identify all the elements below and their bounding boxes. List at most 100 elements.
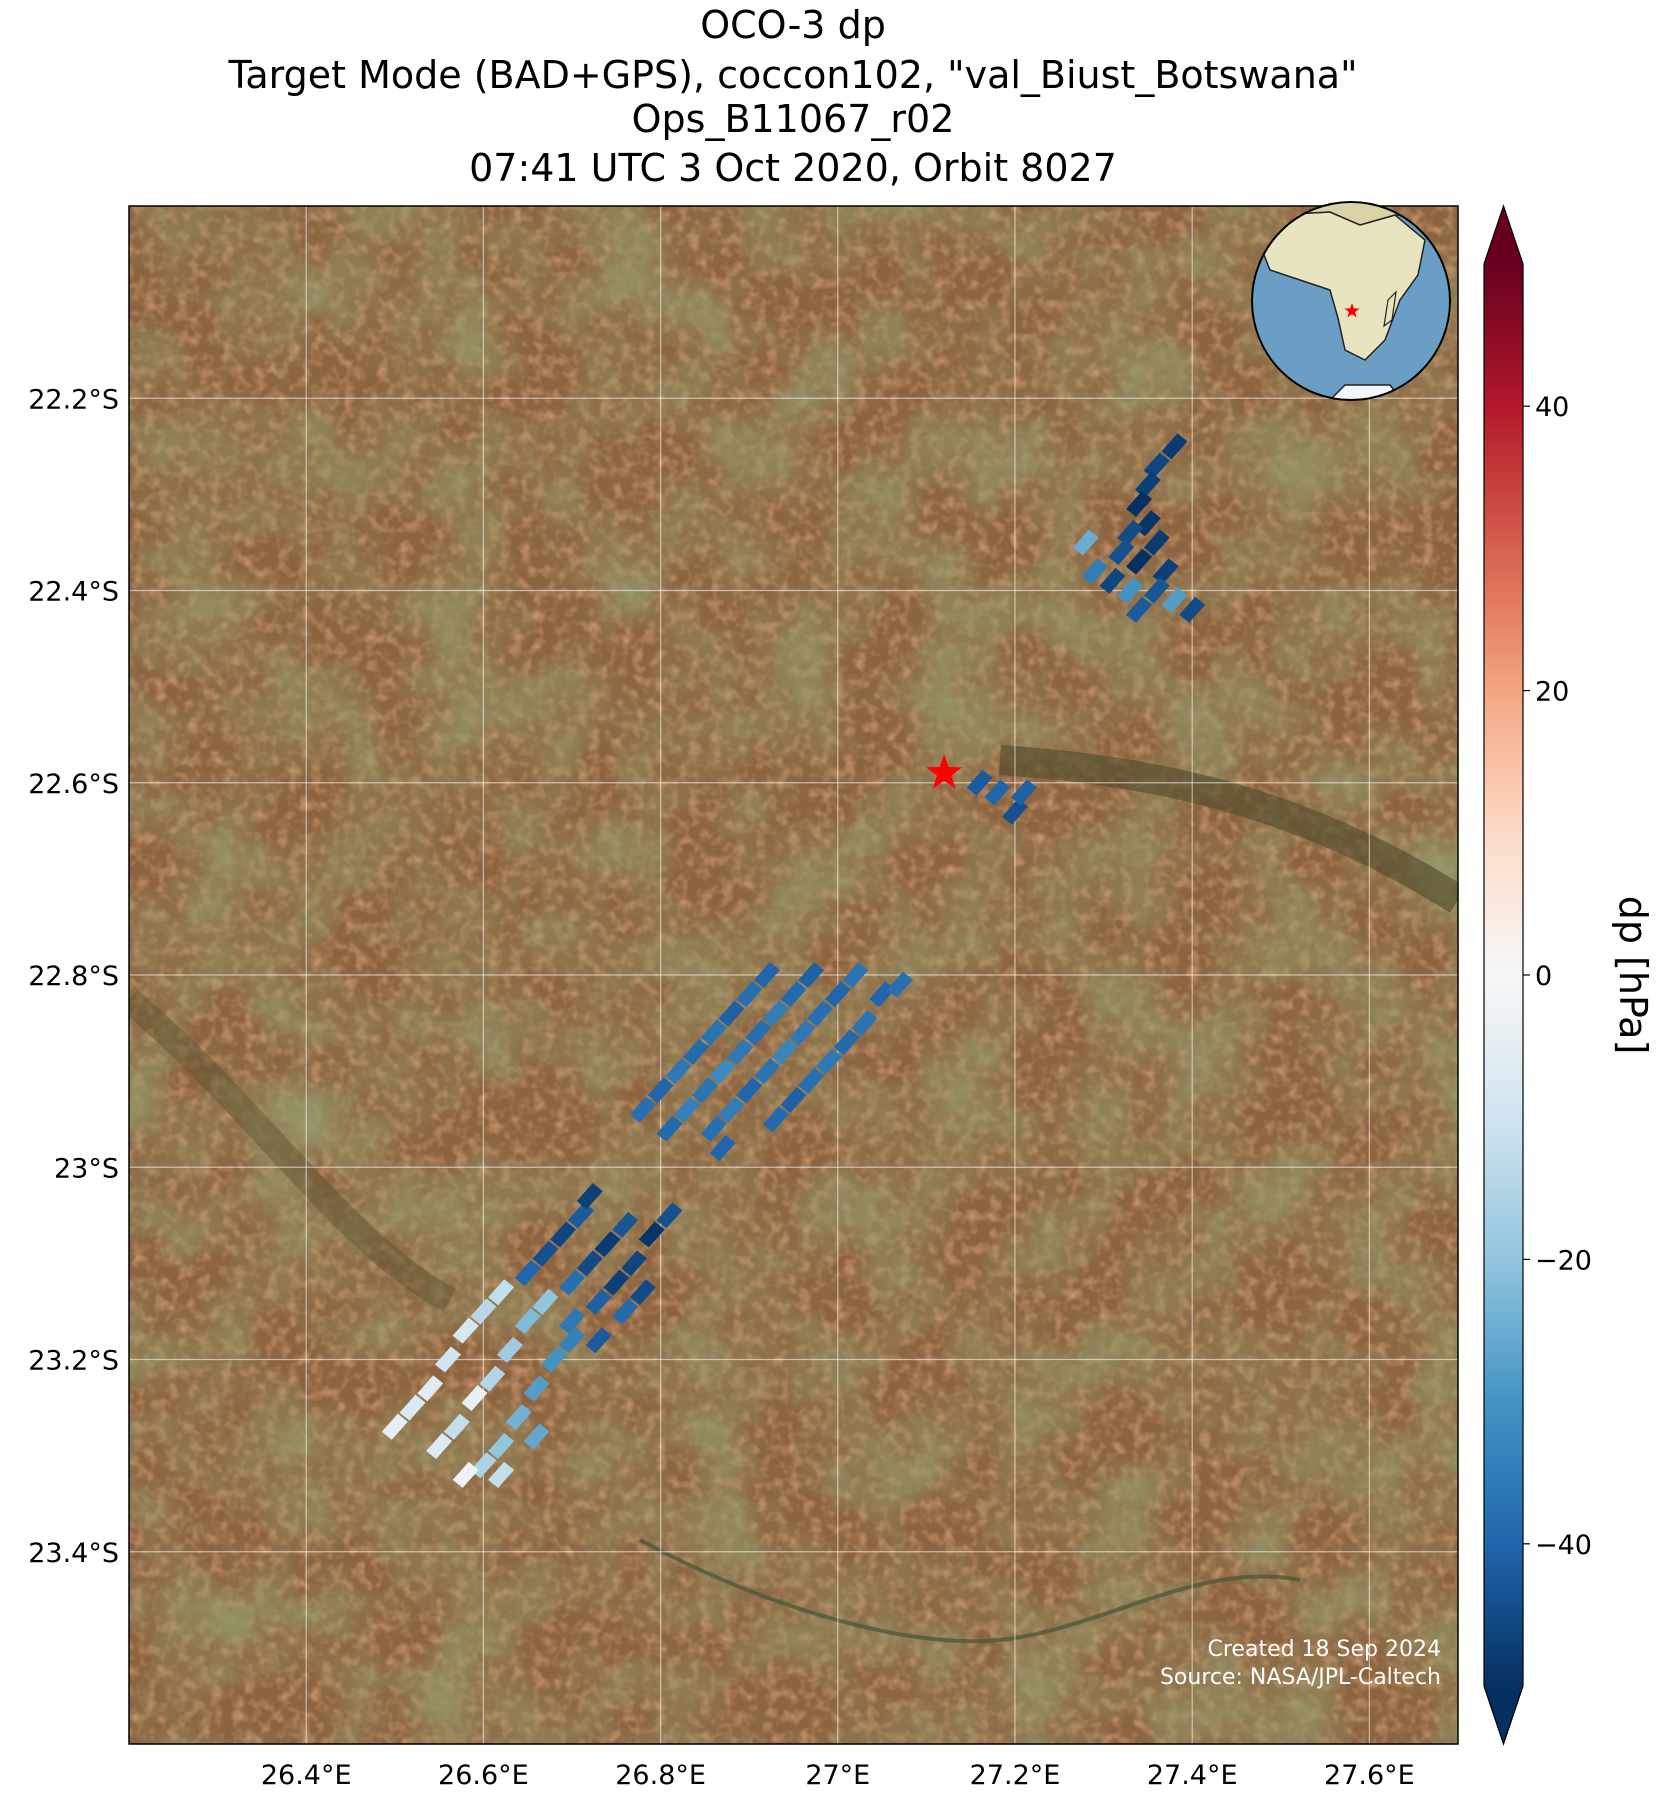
sounding [709, 1135, 736, 1162]
chart-title: OCO-3 dp [700, 3, 886, 47]
colorbar-label: dp [hPa] [1611, 896, 1655, 1055]
y-tick-label: 23.4°S [28, 1538, 119, 1569]
y-tick-label: 22.6°S [28, 769, 119, 800]
sounding [514, 1259, 541, 1286]
sounding [665, 1058, 692, 1085]
sounding [762, 1106, 789, 1133]
sounding [1010, 779, 1037, 806]
sounding [621, 1250, 648, 1277]
colorbar-body [1484, 264, 1523, 1686]
sounding [443, 1413, 470, 1440]
sounding [700, 1115, 727, 1142]
chart-title: 07:41 UTC 3 Oct 2020, Orbit 8027 [469, 146, 1117, 190]
sounding [736, 981, 763, 1008]
sounding [559, 1269, 585, 1296]
sounding [780, 1086, 807, 1113]
sounding [727, 1038, 754, 1065]
sounding [656, 1202, 683, 1229]
sounding [1143, 529, 1170, 556]
sounding [496, 1336, 523, 1363]
sounding [1002, 798, 1028, 825]
sounding [718, 1096, 745, 1123]
sounding [541, 1346, 568, 1373]
sounding [753, 1058, 780, 1085]
x-tick-label: 27°E [805, 1760, 870, 1791]
sounding [780, 981, 807, 1008]
y-tick-label: 23.2°S [28, 1346, 119, 1377]
sounding [461, 1384, 488, 1411]
y-tick-label: 22.2°S [28, 384, 119, 415]
sounding [753, 962, 780, 988]
sounding [1161, 433, 1188, 460]
sounding [532, 1288, 559, 1315]
sounding [656, 1115, 683, 1142]
sounding [638, 1221, 665, 1248]
sounding [1152, 558, 1179, 585]
sounding [1126, 548, 1153, 575]
colorbar-outline [1483, 204, 1524, 1746]
map-frame [128, 205, 1459, 1745]
x-tick-label: 26.4°E [261, 1760, 352, 1791]
sounding [629, 1096, 656, 1123]
x-tick-label: 27.4°E [1147, 1760, 1238, 1791]
credit-text: Source: NASA/JPL-Caltech [1160, 1665, 1441, 1690]
sounding [815, 1048, 842, 1075]
sounding [452, 1461, 479, 1488]
sounding [789, 1019, 816, 1046]
sounding [523, 1375, 550, 1402]
sounding [488, 1461, 515, 1488]
sounding [1161, 587, 1188, 614]
graticule [129, 206, 1458, 1744]
sounding [559, 1308, 585, 1335]
sounding [824, 981, 851, 1008]
colorbar: −40 −20 0 20 40 dp [hPa] [1483, 204, 1655, 1746]
sounding [807, 1000, 834, 1027]
globe-inset [1251, 201, 1451, 401]
sounding [966, 769, 993, 796]
y-tick-label: 22.4°S [28, 577, 119, 608]
x-tick-label: 27.2°E [970, 1760, 1061, 1791]
y-tick-label: 22.8°S [28, 961, 119, 992]
soundings [381, 433, 1206, 1488]
sounding [745, 1019, 772, 1046]
x-tick-label: 26.6°E [438, 1760, 529, 1791]
sounding [683, 1038, 710, 1065]
sounding [488, 1279, 515, 1306]
sounding [514, 1308, 541, 1335]
sounding [762, 1000, 789, 1027]
chart-title: Target Mode (BAD+GPS), coccon102, "val_B… [227, 53, 1357, 97]
sounding [842, 962, 869, 988]
colorbar-tick-label: 20 [1535, 677, 1569, 708]
sounding [576, 1183, 603, 1210]
sounding [629, 1279, 656, 1306]
y-tick-label: 23°S [54, 1153, 119, 1184]
sounding [674, 1096, 701, 1123]
sounding [594, 1231, 621, 1258]
sounding [851, 1010, 878, 1037]
sounding [1099, 567, 1126, 594]
sounding [576, 1250, 603, 1277]
sounding [381, 1413, 408, 1440]
site-marker [926, 754, 963, 789]
credit-text: Created 18 Sep 2024 [1208, 1637, 1442, 1662]
sounding [532, 1240, 559, 1267]
sounding [470, 1298, 497, 1325]
sounding [1143, 577, 1170, 604]
sounding [1179, 596, 1206, 623]
sounding [1081, 558, 1108, 585]
sounding [718, 1000, 745, 1027]
sounding [417, 1375, 444, 1402]
sounding [1143, 452, 1170, 479]
colorbar-extend-min [1484, 1686, 1523, 1744]
sounding [434, 1346, 461, 1373]
sounding [798, 1067, 825, 1094]
sounding [559, 1327, 585, 1354]
sounding [771, 1038, 798, 1065]
sounding [585, 1327, 612, 1354]
sounding [736, 1077, 763, 1104]
colorbar-tick-label: 0 [1535, 961, 1552, 992]
colorbar-extend-max [1484, 206, 1523, 264]
sounding [612, 1298, 639, 1325]
globe-site-marker [1344, 303, 1360, 318]
sounding [1126, 490, 1153, 517]
